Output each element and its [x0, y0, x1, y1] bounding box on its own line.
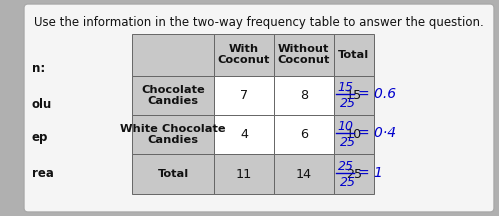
Text: 14: 14 [296, 167, 312, 181]
Bar [274, 154, 334, 194]
Bar [334, 34, 374, 76]
Bar [214, 154, 274, 194]
Text: n:: n: [32, 62, 45, 75]
Text: Total: Total [157, 169, 189, 179]
Text: 15: 15 [338, 81, 354, 94]
Bar [132, 115, 214, 154]
Bar [132, 76, 214, 115]
Bar [334, 76, 374, 115]
Text: 8: 8 [300, 89, 308, 102]
Bar [214, 76, 274, 115]
Text: 25: 25 [340, 97, 356, 110]
Text: Total: Total [338, 50, 369, 60]
Text: White Chocolate
Candies: White Chocolate Candies [120, 124, 226, 145]
Bar [214, 34, 274, 76]
Bar [334, 154, 374, 194]
Text: = 1: = 1 [358, 166, 383, 180]
Text: olu: olu [32, 98, 52, 111]
Bar [334, 115, 374, 154]
Bar [274, 115, 334, 154]
Text: 4: 4 [240, 128, 248, 141]
Text: = 0·4: = 0·4 [358, 126, 396, 140]
Text: 7: 7 [240, 89, 248, 102]
FancyBboxPatch shape [24, 4, 494, 212]
Text: Chocolate
Candies: Chocolate Candies [141, 85, 205, 106]
Text: 25: 25 [346, 167, 362, 181]
Bar [214, 115, 274, 154]
Text: rea: rea [32, 167, 54, 180]
Text: 25: 25 [340, 175, 356, 189]
Text: Without
Coconut: Without Coconut [277, 44, 330, 65]
Bar [274, 34, 334, 76]
Bar [274, 76, 334, 115]
Text: With
Coconut: With Coconut [218, 44, 270, 65]
Text: 15: 15 [346, 89, 362, 102]
Text: 25: 25 [340, 136, 356, 149]
Bar [132, 154, 214, 194]
Text: = 0.6: = 0.6 [358, 87, 396, 101]
Text: ep: ep [32, 131, 48, 144]
Text: 11: 11 [236, 167, 252, 181]
Text: 6: 6 [300, 128, 308, 141]
Bar [132, 34, 214, 76]
Text: 25: 25 [338, 159, 354, 173]
Text: 10: 10 [338, 120, 354, 133]
Text: Use the information in the two-way frequency table to answer the question.: Use the information in the two-way frequ… [34, 16, 484, 29]
Text: 10: 10 [346, 128, 362, 141]
